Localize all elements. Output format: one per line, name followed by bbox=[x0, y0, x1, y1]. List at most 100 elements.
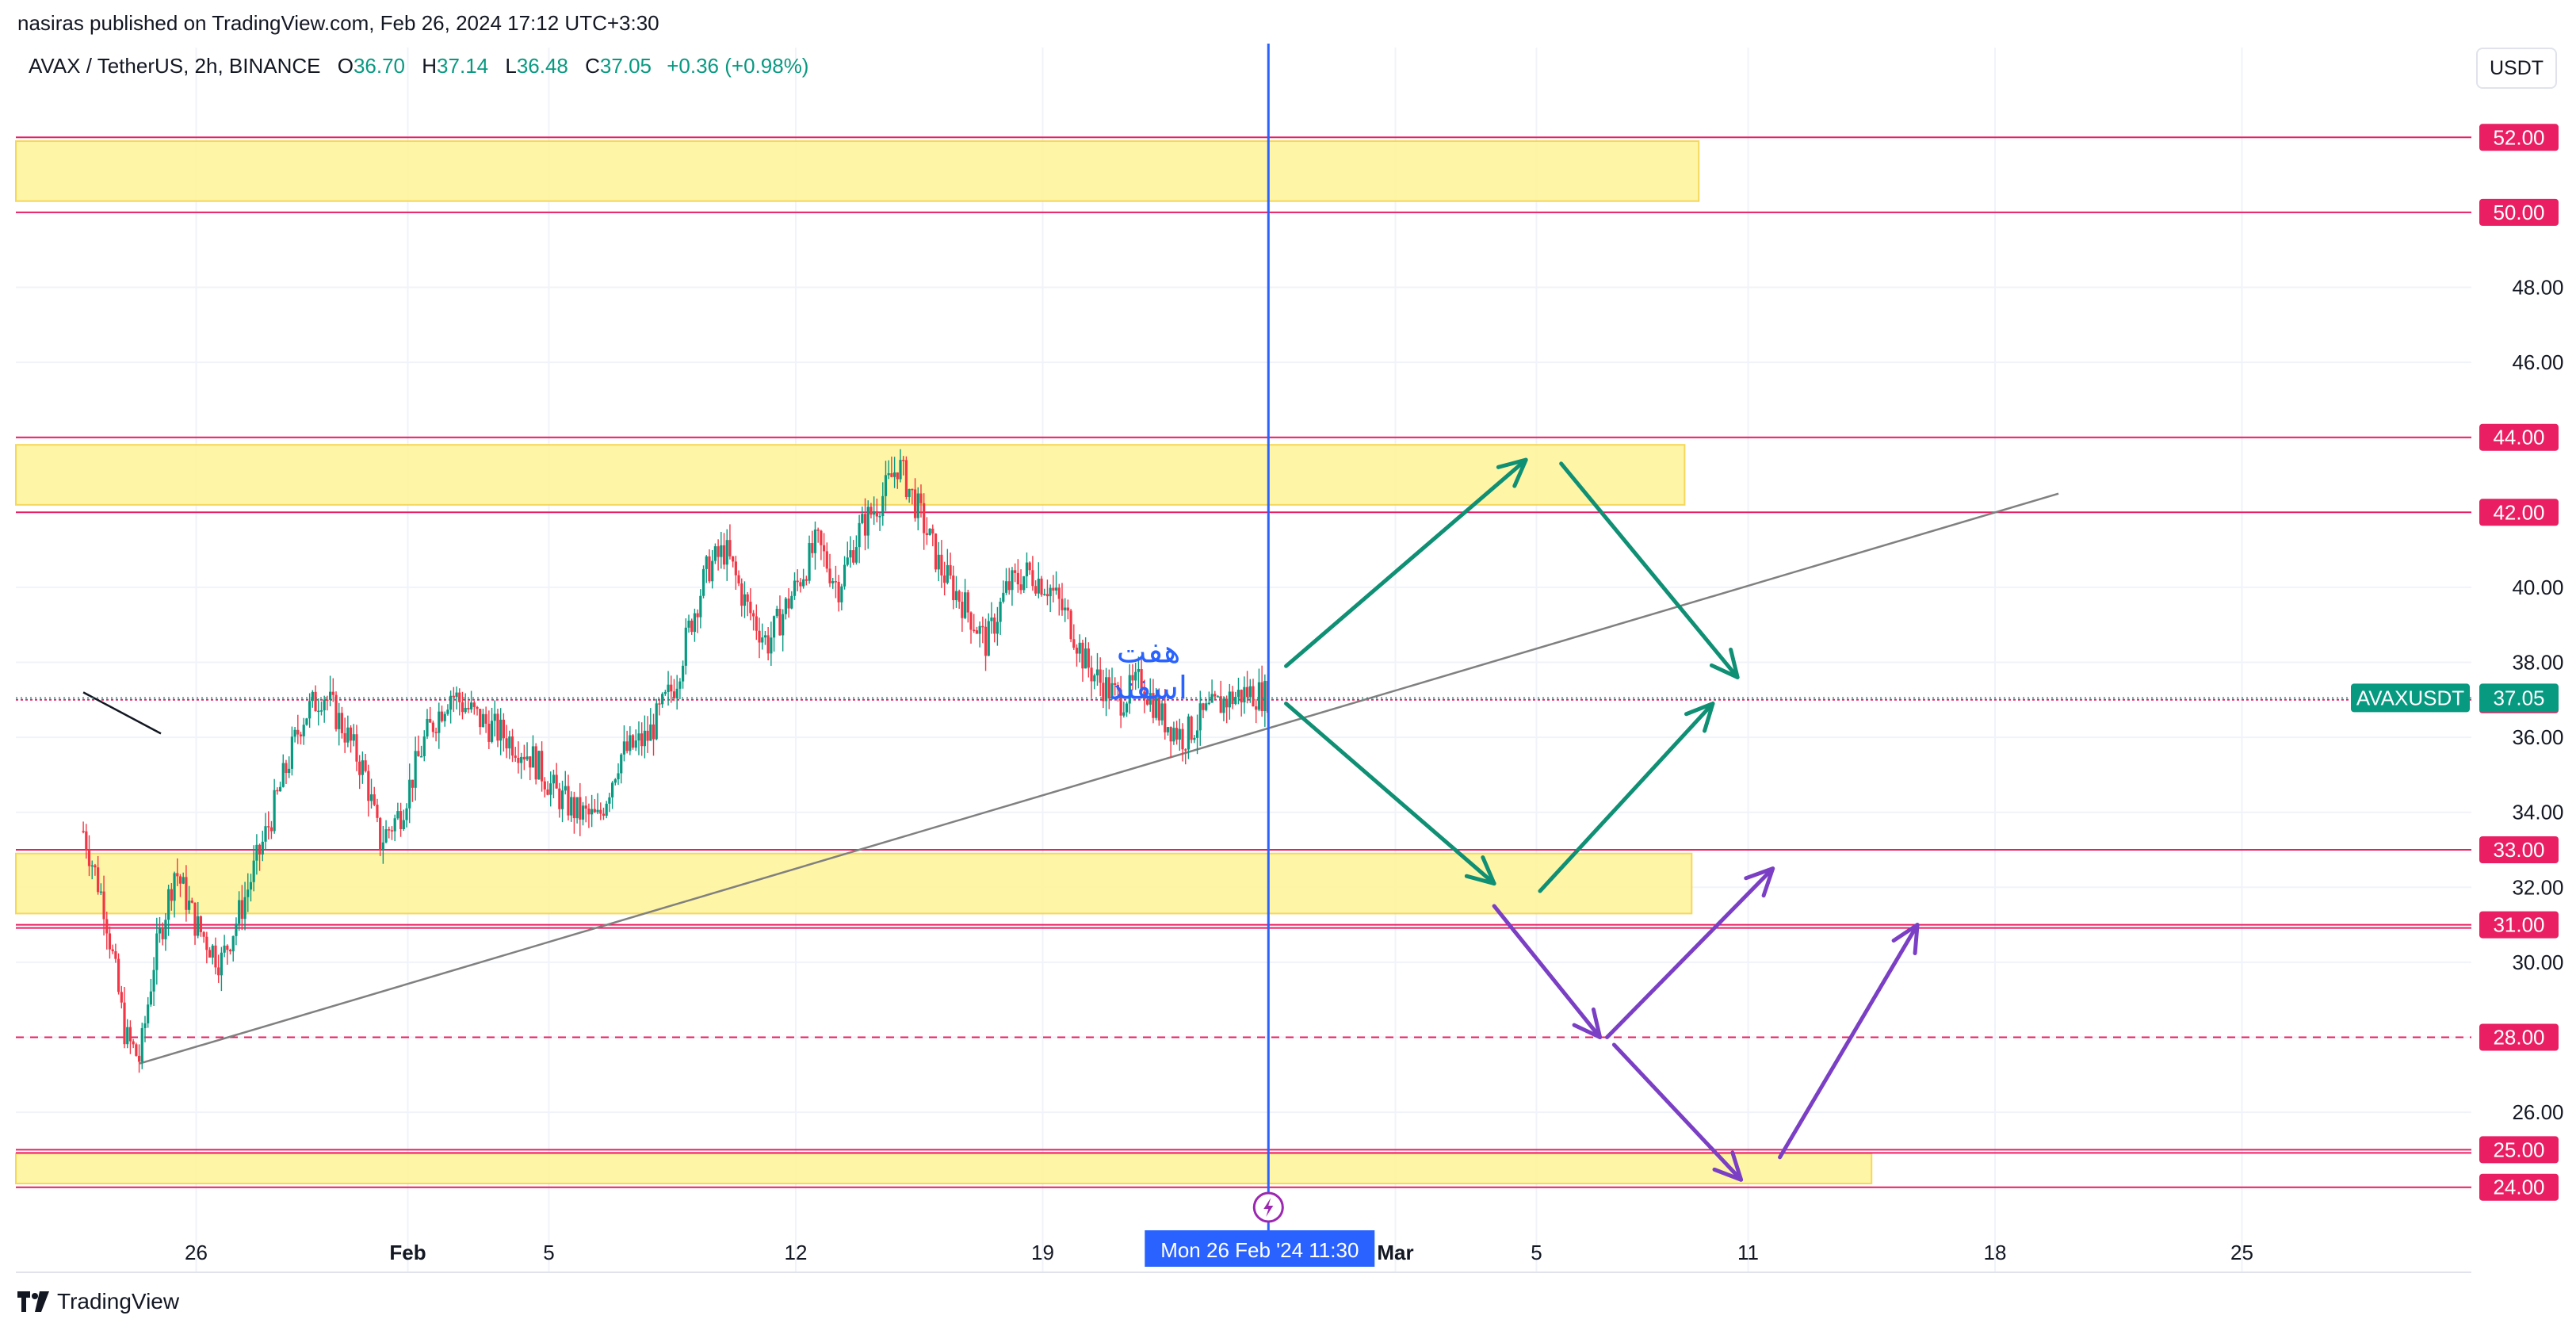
candle-body bbox=[364, 760, 367, 771]
footer-brand[interactable]: TradingView bbox=[17, 1289, 179, 1314]
candle-body bbox=[581, 805, 585, 820]
level-price-label: 52.00 bbox=[2493, 125, 2544, 149]
candle-body bbox=[670, 684, 673, 692]
candle-body bbox=[223, 945, 226, 953]
currency-button[interactable]: USDT bbox=[2476, 48, 2557, 89]
candle-body bbox=[396, 811, 399, 819]
symbol-legend[interactable]: AVAX / TetherUS, 2h, BINANCE O36.70 H37.… bbox=[29, 54, 808, 78]
candle-body bbox=[834, 581, 838, 583]
candle-body bbox=[861, 514, 864, 523]
green-arrow-head bbox=[1464, 855, 1496, 886]
candle-body bbox=[278, 786, 282, 792]
time-tick-label: 18 bbox=[1984, 1241, 2007, 1264]
candle-body bbox=[558, 788, 561, 809]
candle-body bbox=[399, 811, 403, 829]
candle-body bbox=[1054, 587, 1058, 591]
candle-body bbox=[1169, 727, 1172, 742]
candle-body bbox=[854, 547, 858, 563]
candle-body bbox=[772, 616, 776, 638]
candle-body bbox=[205, 936, 208, 950]
green-arrow bbox=[1284, 702, 1496, 886]
candle-body bbox=[1093, 675, 1096, 682]
candle-body bbox=[846, 557, 849, 565]
candle-body bbox=[713, 546, 717, 561]
candle-body bbox=[526, 756, 529, 760]
candle-body bbox=[114, 951, 117, 959]
candle-body bbox=[902, 460, 905, 461]
candle-body bbox=[684, 627, 687, 666]
candle-body bbox=[949, 564, 952, 576]
candle-body bbox=[417, 751, 420, 757]
candle-body bbox=[226, 945, 229, 950]
candle-body bbox=[634, 740, 637, 748]
candle-body bbox=[1131, 675, 1134, 681]
candle-body bbox=[1069, 610, 1072, 640]
candle-body bbox=[843, 564, 847, 587]
candle-body bbox=[472, 702, 476, 707]
candle-body bbox=[925, 533, 928, 536]
candle-body bbox=[1043, 594, 1046, 595]
candle-body bbox=[957, 591, 961, 602]
candle-body bbox=[358, 761, 361, 775]
candle-body bbox=[470, 702, 473, 709]
candle-body bbox=[464, 707, 467, 713]
candle-body bbox=[828, 568, 831, 583]
candle-body bbox=[1057, 587, 1061, 599]
candle-body bbox=[1263, 681, 1267, 712]
price-tick-label: 30.00 bbox=[2512, 950, 2563, 974]
zone-rect bbox=[15, 852, 1693, 915]
candle-body bbox=[811, 543, 814, 553]
candle-body bbox=[696, 613, 699, 618]
green-arrow-head bbox=[1496, 457, 1528, 488]
candle-body bbox=[258, 844, 262, 855]
tradingview-logo-icon bbox=[17, 1291, 49, 1312]
candle-body bbox=[402, 820, 405, 829]
level-price-badge bbox=[2479, 1023, 2559, 1051]
candle-body bbox=[1099, 669, 1102, 683]
candle-body bbox=[97, 867, 100, 893]
candle-body bbox=[176, 873, 179, 877]
candle-body bbox=[913, 489, 917, 518]
candle-body bbox=[1034, 586, 1038, 594]
candle-body bbox=[1246, 686, 1249, 698]
candle-body bbox=[346, 727, 350, 743]
price-axis[interactable]: 26.00 30.00 32.00 34.00 36.00 38.00 40.00 46.00… bbox=[16, 48, 2576, 1272]
candle-body bbox=[575, 797, 579, 819]
candle-body bbox=[208, 950, 212, 958]
candle-body bbox=[631, 735, 635, 748]
candle-body bbox=[94, 865, 97, 868]
candle-body bbox=[796, 580, 799, 583]
candle-body bbox=[99, 891, 102, 893]
candle-body bbox=[1257, 682, 1261, 710]
candle-body bbox=[893, 472, 896, 477]
candle-body bbox=[476, 706, 479, 709]
candle-body bbox=[240, 900, 243, 920]
candle-body bbox=[247, 889, 250, 897]
candle-body bbox=[555, 774, 558, 789]
candle-body bbox=[1004, 581, 1008, 593]
candle-body bbox=[964, 592, 967, 618]
candle-body bbox=[264, 826, 267, 842]
candle-body bbox=[496, 713, 499, 741]
candle-body bbox=[549, 783, 552, 795]
candle-body bbox=[520, 756, 523, 763]
candle-body bbox=[405, 808, 408, 820]
candle-body bbox=[281, 763, 285, 787]
time-axis[interactable]: 26 Feb 5 12 19 Mar 5 11 18 25 Mon 26 Feb '24 11:30 bbox=[16, 1230, 2471, 1273]
candle-body bbox=[1190, 716, 1193, 740]
candle-body bbox=[440, 711, 444, 721]
candle-body bbox=[784, 598, 787, 614]
candle-body bbox=[734, 561, 737, 576]
candle-body bbox=[255, 844, 258, 861]
candle-body bbox=[414, 751, 417, 788]
candle-body bbox=[620, 754, 623, 774]
candle-body bbox=[314, 691, 317, 712]
candle-body bbox=[931, 528, 934, 534]
zone-rect bbox=[15, 444, 1686, 506]
candle-body bbox=[1011, 570, 1014, 591]
candle-body bbox=[123, 1002, 126, 1045]
candle-body bbox=[188, 901, 191, 910]
candle-body bbox=[1019, 584, 1022, 591]
cursor-time-badge bbox=[1145, 1230, 1375, 1267]
